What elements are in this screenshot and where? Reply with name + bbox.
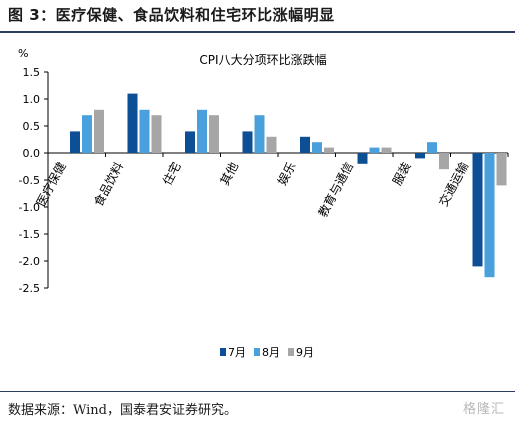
- top-rule: [0, 31, 515, 33]
- bar-2-4: [254, 115, 265, 153]
- bar-3-7: [439, 153, 449, 170]
- bar-3-4: [266, 136, 277, 153]
- bar-1-8: [472, 153, 483, 267]
- legend-swatch: [220, 348, 226, 356]
- bar-1-5: [300, 136, 310, 153]
- legend-label: 9月: [296, 346, 314, 359]
- cpi-bar-chart: CPI八大分项环比涨跌幅 % 1.5 1.0 0.5 0.0 -0.5 -1.0 -1.5 -…: [18, 47, 509, 359]
- y-tick-label: -0.5: [19, 174, 40, 187]
- bar-3-8: [496, 153, 507, 186]
- bar-3-6: [381, 147, 392, 153]
- legend-label: 8月: [262, 346, 280, 359]
- bar-3-2: [151, 115, 162, 153]
- watermark-logo: 格隆汇: [462, 402, 505, 417]
- bar-3-5: [324, 147, 334, 153]
- bar-1-6: [357, 153, 368, 164]
- bar-1-4: [242, 131, 253, 153]
- y-tick-label: -1.0: [19, 201, 40, 214]
- x-category-label: 娱乐: [275, 160, 299, 188]
- x-category-label: 住宅: [159, 159, 184, 187]
- bar-1-2: [127, 93, 138, 153]
- y-tick-label: -2.5: [19, 282, 40, 295]
- y-tick-label: 1.0: [23, 93, 41, 106]
- bar-2-3: [197, 109, 207, 153]
- legend-swatch: [254, 348, 260, 356]
- y-axis-unit-label: %: [18, 47, 28, 60]
- bar-2-2: [139, 109, 150, 153]
- bar-1-1: [70, 131, 80, 153]
- bar-2-7: [427, 142, 437, 153]
- y-tick-label: 1.5: [23, 66, 41, 79]
- source-note: 数据来源：Wind，国泰君安证券研究。: [8, 403, 237, 418]
- legend-label: 7月: [228, 346, 246, 359]
- x-category-label: 服装: [390, 160, 414, 188]
- x-category-label: 教育与通信: [315, 159, 356, 219]
- bar-2-5: [312, 142, 322, 153]
- figure-title: 图 3：医疗保健、食品饮料和住宅环比涨幅明显: [8, 6, 335, 24]
- chart-title: CPI八大分项环比涨跌幅: [199, 52, 326, 67]
- bottom-rule: [0, 391, 515, 392]
- bar-2-6: [369, 147, 380, 153]
- y-tick-label: -1.5: [19, 228, 40, 241]
- y-tick-label: 0.0: [23, 147, 41, 160]
- bar-3-3: [209, 115, 219, 153]
- y-tick-label: -2.0: [19, 255, 40, 268]
- chart-legend: 7月 8月 9月: [220, 346, 314, 359]
- bar-1-7: [415, 153, 425, 159]
- y-tick-label: 0.5: [23, 120, 41, 133]
- x-category-label: 其他: [218, 160, 242, 188]
- x-category-label: 食品饮料: [90, 159, 126, 208]
- bar-1-3: [185, 131, 195, 153]
- legend-swatch: [288, 348, 294, 356]
- bar-3-1: [94, 109, 104, 153]
- bar-2-1: [82, 115, 92, 153]
- bar-2-8: [484, 153, 495, 278]
